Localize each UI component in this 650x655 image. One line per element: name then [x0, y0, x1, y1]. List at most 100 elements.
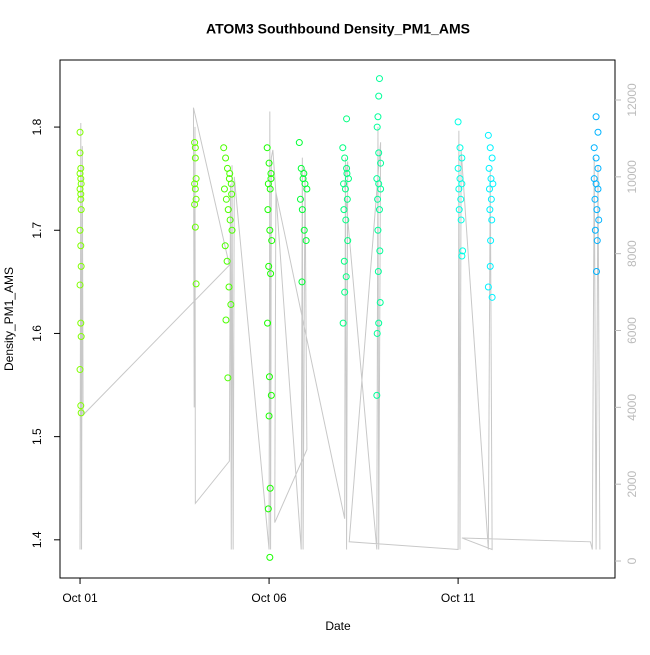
point: [266, 484, 274, 492]
y2-tick-label: 8000: [625, 240, 639, 267]
point: [376, 247, 384, 255]
y2-tick-label: 2000: [625, 471, 639, 498]
point: [76, 281, 84, 289]
y2-tick-label: 4000: [625, 394, 639, 421]
point: [77, 190, 85, 198]
point: [339, 319, 347, 327]
point: [298, 206, 306, 214]
point: [267, 170, 275, 178]
y-tick-label: 1.8: [30, 118, 44, 135]
point: [77, 319, 85, 327]
point: [222, 316, 230, 324]
point: [228, 226, 236, 234]
point: [486, 206, 494, 214]
point: [295, 139, 303, 147]
point: [226, 216, 234, 224]
point: [488, 293, 496, 301]
point: [265, 373, 273, 381]
point: [484, 131, 492, 139]
y2-tick-label: 6000: [625, 317, 639, 344]
point: [374, 195, 382, 203]
point: [265, 159, 273, 167]
point: [227, 301, 235, 309]
y-tick-label: 1.7: [30, 222, 44, 239]
point: [77, 333, 85, 341]
point: [455, 185, 463, 193]
point: [191, 139, 199, 147]
y2-tick-label: 0: [625, 557, 639, 564]
point: [266, 226, 274, 234]
point: [191, 200, 199, 208]
point: [264, 505, 272, 513]
y-tick-label: 1.6: [30, 325, 44, 342]
point: [595, 216, 603, 224]
point: [264, 206, 272, 214]
point: [224, 374, 232, 382]
point: [486, 144, 494, 152]
point: [592, 268, 600, 276]
point: [374, 268, 382, 276]
y2-tick-label: 10000: [625, 160, 639, 194]
point: [267, 391, 275, 399]
point: [376, 298, 384, 306]
point: [486, 262, 494, 270]
point: [341, 185, 349, 193]
line-series: [79, 107, 601, 551]
point: [267, 270, 275, 278]
point: [340, 257, 348, 265]
point: [457, 195, 465, 203]
point: [373, 391, 381, 399]
point: [77, 242, 85, 250]
point: [228, 190, 236, 198]
point: [373, 329, 381, 337]
point: [343, 170, 351, 178]
point: [591, 226, 599, 234]
point: [76, 226, 84, 234]
point: [374, 113, 382, 121]
point: [264, 319, 272, 327]
point: [489, 180, 497, 188]
point: [76, 128, 84, 136]
point: [227, 180, 235, 188]
point: [594, 128, 602, 136]
plot-frame: [59, 59, 616, 579]
point: [591, 195, 599, 203]
point: [377, 159, 385, 167]
chart-title: ATOM3 Southbound Density_PM1_AMS: [206, 21, 470, 37]
point: [374, 226, 382, 234]
point: [342, 216, 350, 224]
point: [222, 195, 230, 203]
point: [226, 170, 234, 178]
y-tick-label: 1.5: [30, 428, 44, 445]
point: [266, 185, 274, 193]
point: [302, 237, 310, 245]
x-tick-label: Oct 11: [441, 591, 476, 605]
point: [484, 283, 492, 291]
point: [77, 409, 85, 417]
point: [220, 185, 228, 193]
point: [342, 273, 350, 281]
y-axis-title: Density_PM1_AMS: [2, 267, 16, 371]
point: [454, 164, 462, 172]
point: [265, 412, 273, 420]
point: [77, 175, 85, 183]
y2-tick-label: 12000: [625, 83, 639, 117]
point: [191, 144, 199, 152]
point: [191, 180, 199, 188]
point: [456, 144, 464, 152]
point: [76, 170, 84, 178]
point: [592, 154, 600, 162]
point: [263, 144, 271, 152]
point: [487, 237, 495, 245]
point: [191, 223, 199, 231]
point: [592, 113, 600, 121]
point: [77, 195, 85, 203]
point: [343, 195, 351, 203]
point: [375, 206, 383, 214]
point: [76, 185, 84, 193]
point: [343, 164, 351, 172]
x-tick-label: Oct 01: [62, 591, 98, 605]
point: [458, 252, 466, 260]
point: [265, 262, 273, 270]
